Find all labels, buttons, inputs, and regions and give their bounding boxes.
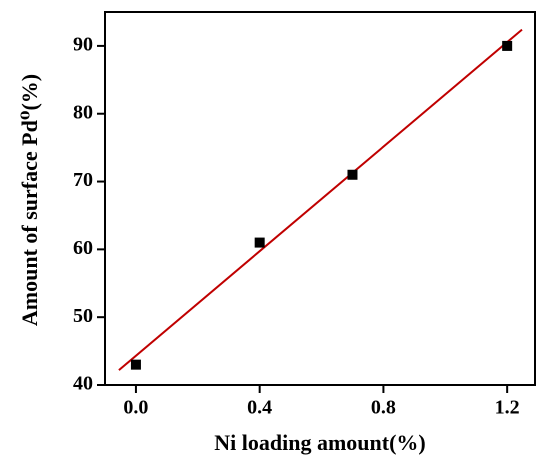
y-axis-title: Amount of surface Pd⁰(%) [17,74,42,326]
plot-frame [104,11,536,386]
x-tick-label: 0.4 [247,397,272,419]
y-tick-label: 60 [73,237,93,259]
x-tick-label: 0.0 [123,397,148,419]
fit-line [118,28,523,371]
data-point [254,237,265,248]
y-tick-label: 50 [73,305,93,327]
y-tick-label: 90 [73,34,93,56]
data-point [502,40,513,51]
y-tick-label: 40 [73,373,93,395]
y-tick-label: 70 [73,169,93,191]
x-tick-label: 1.2 [495,397,520,419]
data-point [130,359,141,370]
data-point [347,169,358,180]
x-axis-title: Ni loading amount(%) [214,430,425,455]
y-tick-label: 80 [73,101,93,123]
x-tick-label: 0.8 [371,397,396,419]
